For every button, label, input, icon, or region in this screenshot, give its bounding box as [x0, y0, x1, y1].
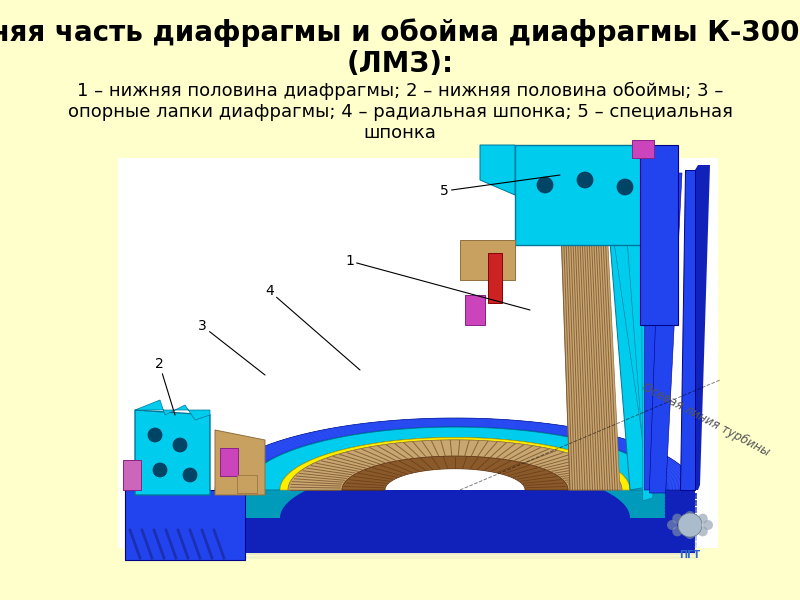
Polygon shape [645, 170, 658, 490]
Polygon shape [695, 165, 710, 490]
Bar [632, 140, 654, 158]
Polygon shape [232, 423, 678, 490]
Polygon shape [245, 431, 665, 493]
Circle shape [148, 428, 162, 442]
Polygon shape [641, 189, 654, 501]
Polygon shape [215, 439, 695, 511]
Polygon shape [560, 185, 620, 490]
Polygon shape [280, 437, 630, 490]
Text: 1 – нижняя половина диафрагмы; 2 – нижняя половина обоймы; 3 –
опорные лапки диа: 1 – нижняя половина диафрагмы; 2 – нижня… [67, 82, 733, 142]
Text: 2: 2 [155, 357, 175, 415]
Polygon shape [650, 173, 682, 493]
Polygon shape [245, 434, 665, 497]
Polygon shape [215, 418, 695, 490]
Bar [220, 448, 238, 476]
Bar [125, 490, 245, 560]
Text: 1: 1 [345, 254, 530, 310]
Polygon shape [245, 445, 665, 508]
Polygon shape [215, 478, 695, 550]
Circle shape [153, 463, 167, 477]
Polygon shape [135, 410, 210, 495]
Polygon shape [215, 464, 695, 535]
Polygon shape [226, 421, 685, 490]
Circle shape [685, 529, 695, 539]
Bar [123, 460, 141, 490]
Circle shape [672, 514, 682, 524]
Polygon shape [215, 449, 695, 521]
Circle shape [617, 179, 633, 195]
Bar [488, 253, 502, 303]
Polygon shape [215, 430, 265, 495]
Polygon shape [215, 432, 695, 504]
Text: Осевая линия турбины: Осевая линия турбины [640, 381, 772, 459]
Polygon shape [215, 467, 695, 539]
Circle shape [577, 172, 593, 188]
Polygon shape [215, 443, 695, 514]
Polygon shape [288, 440, 622, 490]
Text: 3: 3 [198, 319, 265, 375]
Polygon shape [605, 175, 660, 490]
Polygon shape [215, 457, 695, 529]
Circle shape [173, 438, 187, 452]
Polygon shape [245, 437, 665, 500]
Bar [515, 145, 645, 245]
Circle shape [672, 526, 682, 536]
Polygon shape [480, 145, 515, 195]
Circle shape [685, 511, 695, 521]
Text: 4: 4 [265, 284, 360, 370]
Circle shape [698, 526, 708, 536]
Polygon shape [245, 441, 665, 504]
Text: 5: 5 [440, 175, 560, 198]
Polygon shape [222, 420, 688, 490]
Polygon shape [238, 425, 671, 490]
Circle shape [537, 177, 553, 193]
Text: (ЛМЗ):: (ЛМЗ): [346, 50, 454, 78]
Circle shape [698, 514, 708, 524]
Polygon shape [215, 436, 695, 508]
Circle shape [667, 520, 677, 530]
Polygon shape [215, 481, 695, 553]
Polygon shape [245, 455, 665, 518]
Polygon shape [215, 418, 695, 490]
Polygon shape [235, 424, 674, 490]
Bar [465, 295, 485, 325]
Polygon shape [215, 422, 695, 493]
Polygon shape [215, 446, 695, 518]
Polygon shape [229, 422, 682, 490]
Polygon shape [342, 456, 568, 490]
Bar [640, 145, 678, 325]
Polygon shape [623, 184, 656, 496]
Bar [118, 158, 718, 548]
Polygon shape [215, 470, 695, 542]
Polygon shape [245, 452, 665, 514]
Polygon shape [386, 469, 524, 490]
Bar [237, 475, 257, 493]
Polygon shape [300, 443, 610, 490]
Circle shape [678, 513, 702, 537]
Circle shape [703, 520, 713, 530]
Text: Нижняя часть диафрагмы и обойма диафрагмы К-300-23,5: Нижняя часть диафрагмы и обойма диафрагм… [0, 18, 800, 47]
Text: ПГТ: ПГТ [679, 550, 701, 560]
Polygon shape [215, 428, 695, 500]
Bar [460, 240, 515, 280]
Polygon shape [218, 419, 691, 490]
Polygon shape [215, 425, 695, 497]
Polygon shape [215, 418, 694, 490]
Polygon shape [680, 170, 695, 490]
Polygon shape [215, 460, 695, 532]
Circle shape [183, 468, 197, 482]
Polygon shape [215, 453, 695, 525]
Polygon shape [135, 400, 210, 420]
Polygon shape [245, 427, 665, 490]
Polygon shape [245, 448, 665, 511]
Polygon shape [215, 474, 695, 546]
Polygon shape [605, 178, 660, 490]
